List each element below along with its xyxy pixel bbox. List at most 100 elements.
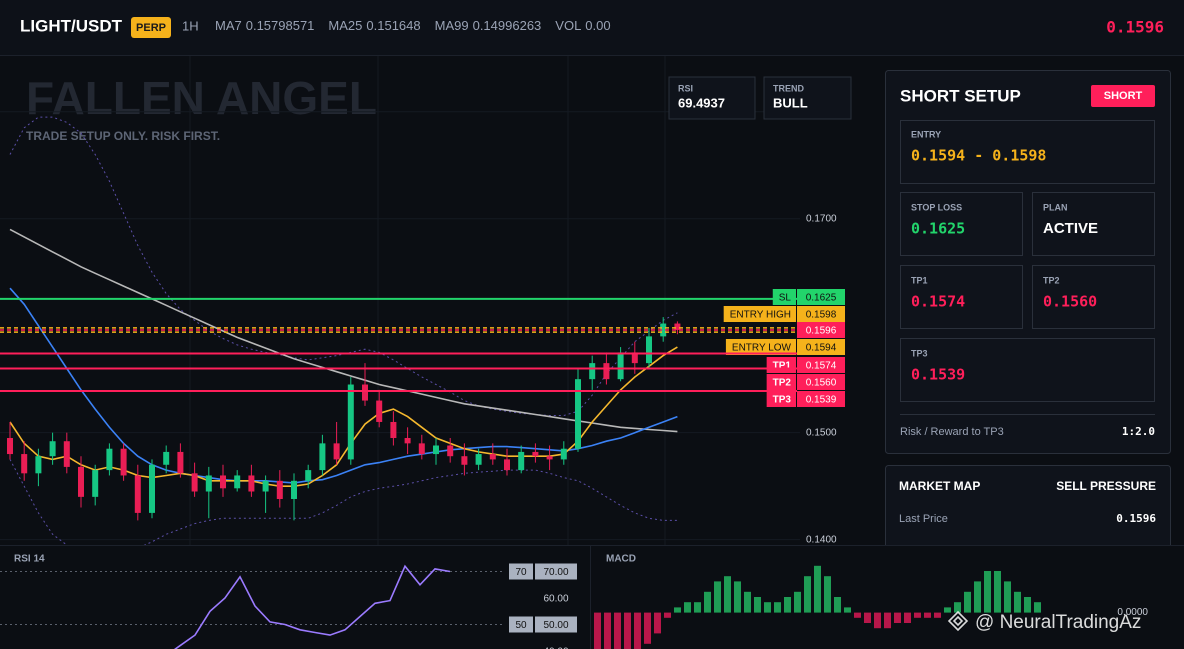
rsi-tick-bg (535, 563, 577, 580)
candle-body (660, 323, 667, 337)
candle-body (305, 470, 312, 481)
candle-body (546, 456, 553, 460)
level-price: 0.1574 (806, 361, 837, 372)
rsi-tick-bg (535, 616, 577, 633)
macd-bar (614, 612, 621, 649)
tp-label: TP1 (911, 275, 928, 285)
candle-body (575, 379, 581, 449)
level-name-bg (766, 391, 796, 407)
sl-box (900, 192, 1023, 256)
macd-bar (924, 612, 931, 618)
candle-body (35, 456, 42, 474)
candle-body (589, 363, 596, 380)
macd-plot (594, 565, 1041, 649)
y-tick-label: 0.1500 (806, 427, 837, 438)
macd-bar (874, 612, 881, 629)
candle-body (376, 400, 383, 422)
candle-body (518, 451, 525, 471)
macd-bar (914, 612, 921, 618)
top-bar (0, 0, 1184, 55)
tp-label: TP3 (911, 348, 928, 358)
rsi-level-tag: 50 (515, 620, 527, 631)
candle-body (319, 443, 326, 471)
y-tick-label: 70.00 (543, 567, 568, 578)
macd-bar (634, 612, 641, 649)
interval[interactable]: 1H (182, 18, 199, 33)
candle-body (7, 438, 13, 455)
indicator-name: MA7 (215, 18, 242, 33)
candle-body (560, 448, 567, 460)
level-name: ENTRY HIGH (730, 310, 791, 321)
level-name: TP1 (773, 361, 792, 372)
level-price: 0.1625 (806, 293, 837, 304)
candle-body (504, 459, 510, 471)
level-name-bg (723, 306, 796, 322)
macd-bar (724, 576, 731, 613)
candle-body (461, 456, 468, 465)
stat-label: TREND (773, 83, 804, 93)
tp-value: 0.1574 (911, 293, 965, 311)
rr-value: 1:2.0 (1122, 425, 1155, 438)
macd-bar (1034, 602, 1041, 613)
badge: PERP (136, 22, 166, 34)
tp-label: TP2 (1043, 275, 1060, 285)
candle-body (418, 443, 425, 455)
level-name: SL (779, 293, 792, 304)
stat-box (763, 76, 852, 120)
credit: @ NeuralTradingAz (975, 612, 1141, 633)
macd-bar (974, 581, 981, 613)
level-price: 0.1560 (806, 378, 837, 389)
y-tick-label: 60.00 (543, 594, 568, 605)
macd-bar (794, 591, 801, 613)
indicator-value: 0.151648 (366, 18, 420, 33)
macd-bar (764, 602, 771, 613)
macd-bar (904, 612, 911, 623)
level-name: ENTRY LOW (732, 343, 792, 354)
macd-bar (704, 591, 711, 613)
candle-body (78, 466, 84, 497)
tp-value: 0.1560 (1043, 293, 1097, 311)
stat-box (668, 76, 756, 120)
macd-bar (824, 576, 831, 613)
candle-body (191, 473, 198, 492)
candle-body (220, 475, 226, 489)
candle-body (362, 384, 368, 401)
watermark-title: FALLEN ANGEL (26, 72, 377, 124)
macd-bar (894, 612, 901, 623)
badge-bg (131, 17, 171, 38)
indicator: MA99 0.14996263 (435, 18, 542, 33)
macd-bar (594, 612, 601, 649)
level-price: 0.1594 (806, 343, 837, 354)
macd-bar (984, 571, 991, 613)
candle-body (163, 451, 170, 465)
y-tick-label: 40.00 (543, 647, 568, 649)
indicator-name: VOL (555, 18, 581, 33)
macd-bar (944, 607, 951, 613)
indicator-name: MA25 (328, 18, 362, 33)
candle-body (475, 454, 482, 465)
candle-body (234, 475, 241, 489)
macd-title: MACD (606, 554, 636, 565)
candle-body (106, 448, 113, 471)
market-map-title: MARKET MAP (899, 479, 980, 493)
rsi-level-tag-bg (509, 563, 533, 580)
candle-body (603, 363, 610, 380)
candle-body (489, 454, 496, 460)
level-price-bg (797, 357, 845, 373)
plan-box (1032, 192, 1155, 256)
tp-box (900, 338, 1155, 402)
macd-bar (994, 571, 1001, 613)
macd-bar (774, 602, 781, 613)
side-badge: SHORT (1104, 90, 1143, 102)
candle-body (333, 443, 340, 460)
macd-bar (624, 612, 631, 649)
level-name-bg (772, 289, 796, 305)
indicator-name: MA99 (435, 18, 469, 33)
candle-body (262, 480, 269, 492)
candle-body (92, 470, 99, 497)
candle-body (276, 480, 283, 499)
level-price: 0.1539 (806, 395, 837, 406)
indicator: MA7 0.15798571 (215, 18, 314, 33)
macd-bar (804, 576, 811, 613)
